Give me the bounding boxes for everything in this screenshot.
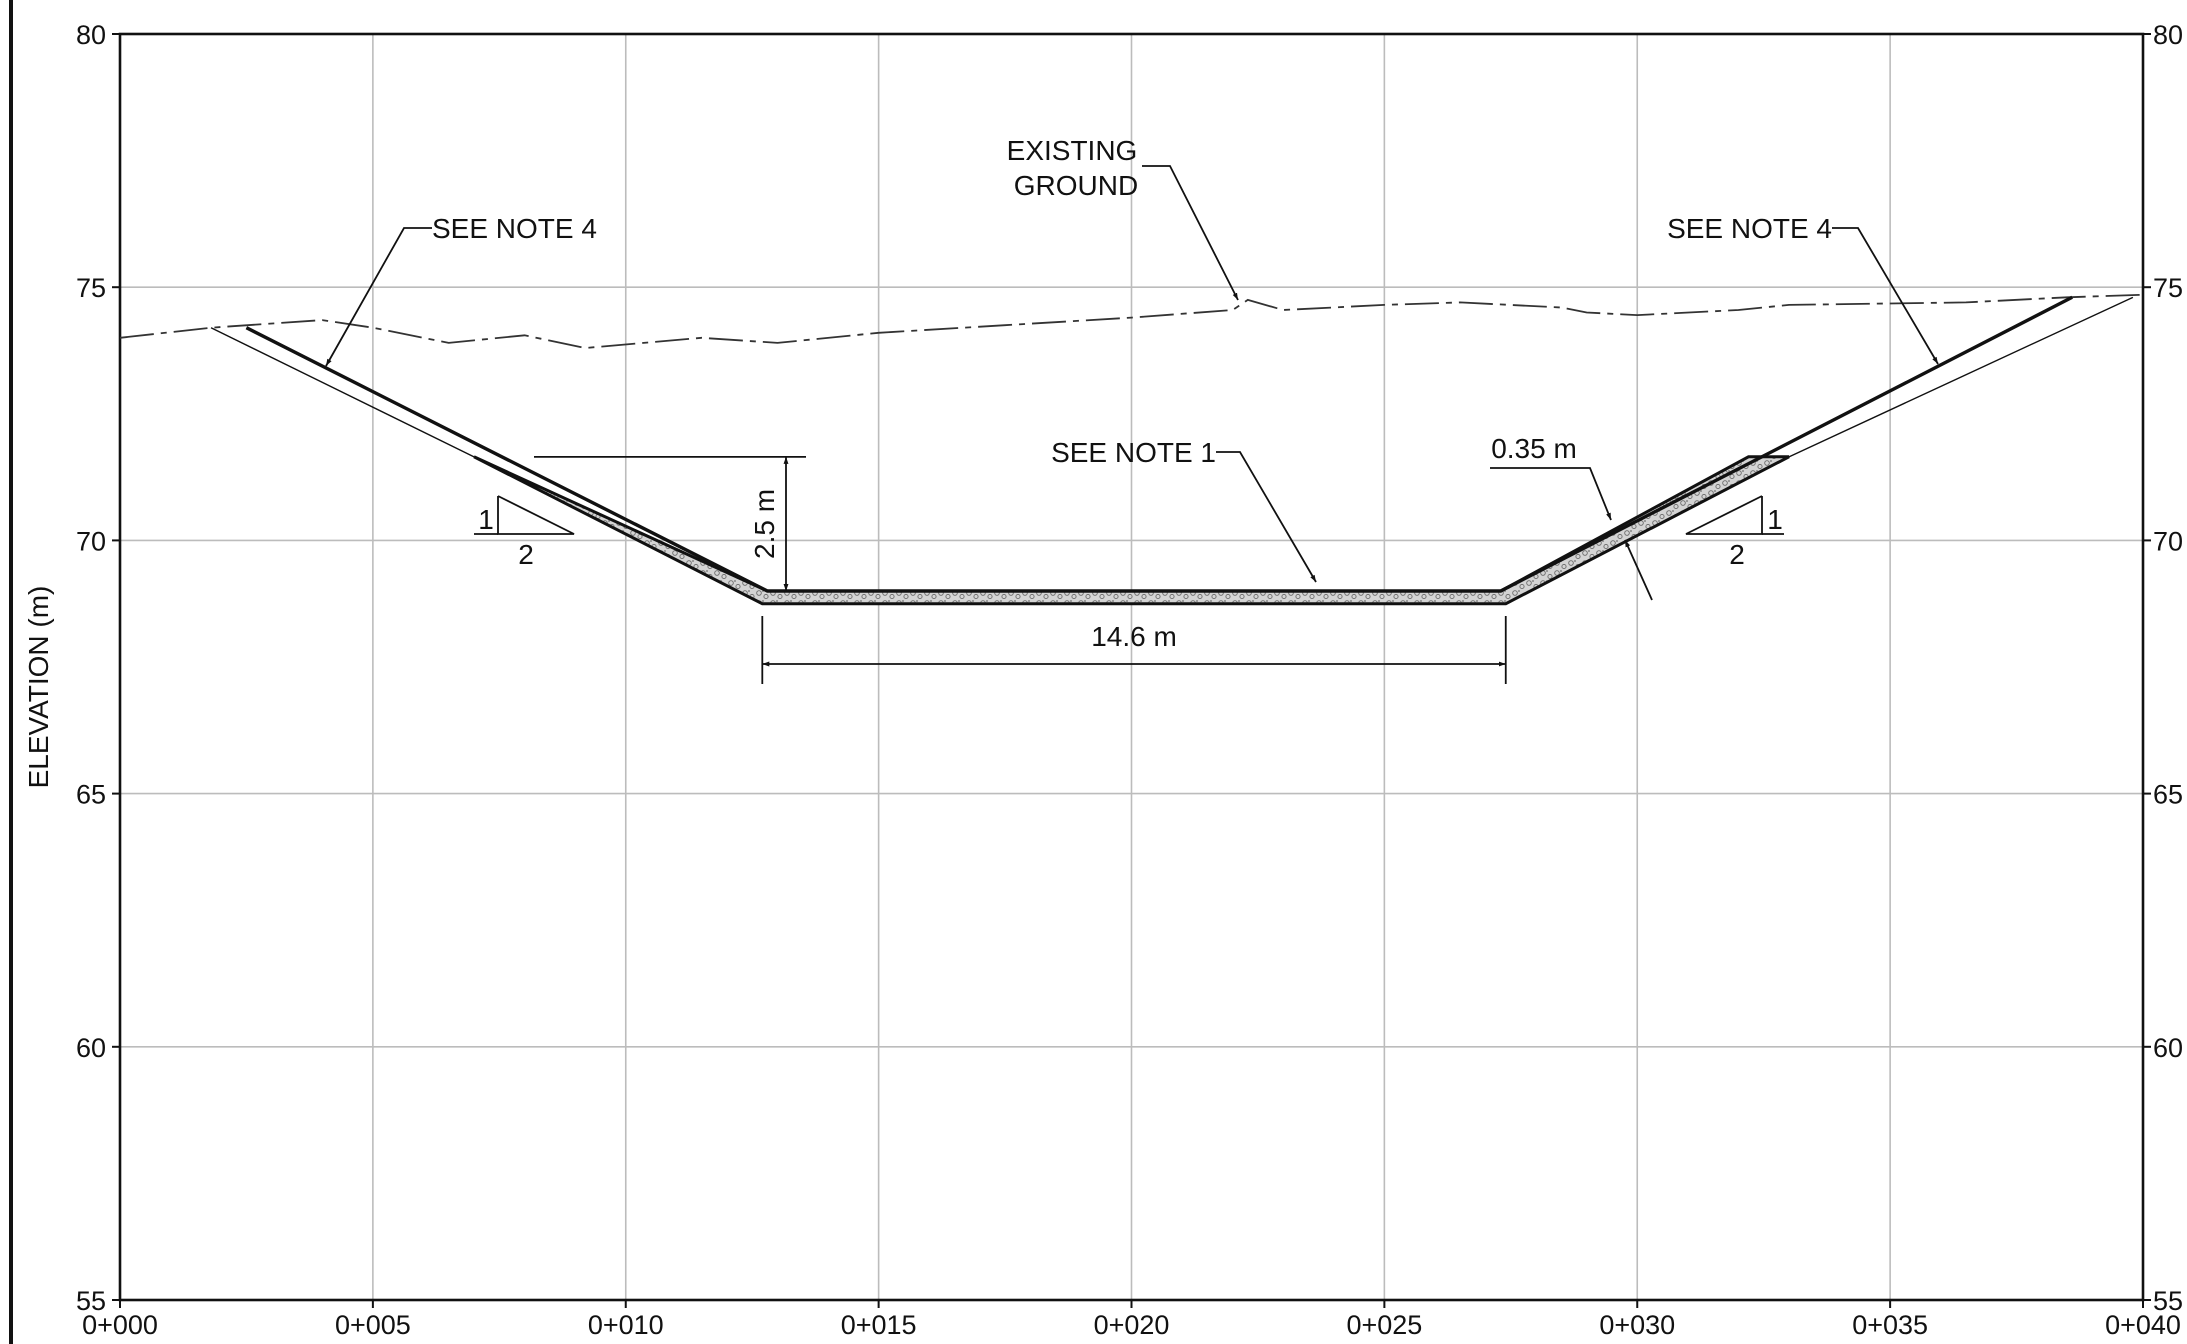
x-tick-label: 0+030: [1599, 1310, 1675, 1340]
left-slope-indicator: 1 2: [474, 495, 575, 570]
note4-right-label: SEE NOTE 4: [1667, 213, 1832, 244]
y-tick-label-right: 65: [2153, 780, 2183, 810]
left-slope-run: 2: [518, 539, 534, 570]
x-tick-label: 0+020: [1094, 1310, 1170, 1340]
note1-callout: SEE NOTE 1: [1051, 437, 1317, 583]
thickness-label: 0.35 m: [1491, 433, 1577, 464]
grid: [120, 34, 2143, 1300]
right-bench-line: [1788, 296, 2134, 458]
y-axis-ticks: 55 55 60 60 65 65 70 70 75 75 80 80: [76, 20, 2183, 1316]
note1-label: SEE NOTE 1: [1051, 437, 1216, 468]
y-tick-label-left: 80: [76, 20, 106, 50]
y-tick-label-right: 80: [2153, 20, 2183, 50]
note4-left-label: SEE NOTE 4: [432, 213, 597, 244]
x-axis-ticks: 0+000 0+005 0+010 0+015 0+020 0+025 0+030 0+035…: [82, 1300, 2181, 1340]
existing-ground-leader: [1142, 165, 1239, 301]
x-tick-label: 0+025: [1346, 1310, 1422, 1340]
note4-left-leader: [325, 227, 432, 367]
x-tick-label: 0+005: [335, 1310, 411, 1340]
existing-ground-label-line2: GROUND: [1014, 170, 1138, 201]
left-slope-rise: 1: [478, 504, 494, 535]
y-tick-label-right: 70: [2153, 526, 2183, 556]
x-tick-label: 0+010: [588, 1310, 664, 1340]
bottom-width-label: 14.6 m: [1091, 621, 1177, 652]
y-tick-label-left: 70: [76, 526, 106, 556]
note4-right-leader: [1832, 227, 1939, 365]
thickness-leader-top: [1490, 467, 1612, 521]
thickness-leader-bottom: [1624, 539, 1653, 601]
y-tick-label-right: 75: [2153, 273, 2183, 303]
right-slope-triangle: [1685, 495, 1763, 535]
x-tick-label: 0+040: [2105, 1310, 2181, 1340]
bottom-width-dimension: 14.6 m: [761, 616, 1507, 684]
note4-left-callout: SEE NOTE 4: [325, 213, 597, 367]
depth-dimension-label: 2.5 m: [749, 489, 780, 559]
y-tick-label-right: 55: [2153, 1286, 2183, 1316]
y-tick-label-left: 65: [76, 780, 106, 810]
existing-ground-line: [119, 293, 2144, 349]
right-slope-run: 2: [1729, 539, 1745, 570]
left-slope-triangle: [497, 495, 575, 535]
y-tick-label-left: 55: [76, 1286, 106, 1316]
existing-ground-label-line1: EXISTING: [1007, 135, 1138, 166]
x-tick-label: 0+035: [1852, 1310, 1928, 1340]
x-tick-label: 0+015: [841, 1310, 917, 1340]
lining-thickness-callout: 0.35 m: [1490, 433, 1653, 601]
y-tick-label-left: 75: [76, 273, 106, 303]
y-axis-label: ELEVATION (m): [23, 586, 54, 789]
y-tick-label-right: 60: [2153, 1033, 2183, 1063]
left-bench-line: [210, 327, 475, 458]
y-tick-label-left: 60: [76, 1033, 106, 1063]
right-slope-indicator: 1 2: [1685, 495, 1784, 570]
existing-ground-callout: EXISTING GROUND: [1007, 135, 1239, 301]
note4-right-callout: SEE NOTE 4: [1667, 213, 1939, 365]
note1-leader: [1216, 451, 1317, 583]
right-slope-rise: 1: [1767, 504, 1783, 535]
depth-dimension: 2.5 m: [534, 455, 806, 592]
x-tick-label: 0+000: [82, 1310, 158, 1340]
design-channel-line: [245, 295, 2073, 593]
